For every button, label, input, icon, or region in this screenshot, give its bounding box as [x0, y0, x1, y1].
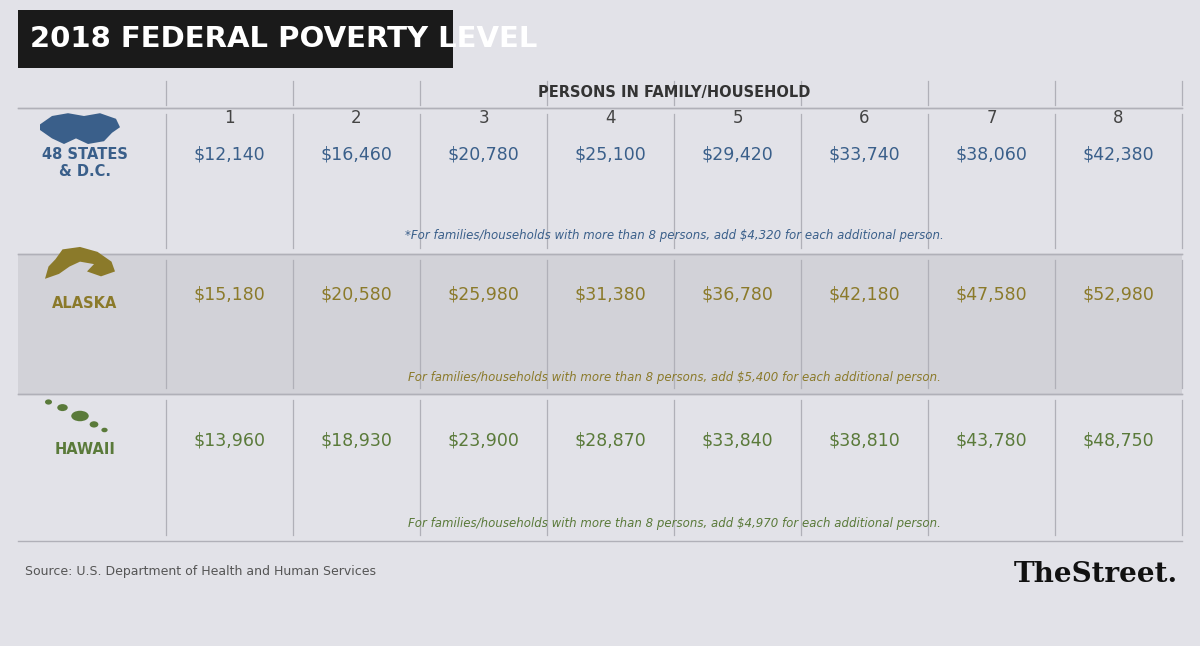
Text: $48,750: $48,750 [1082, 432, 1154, 450]
Text: 48 STATES
& D.C.: 48 STATES & D.C. [42, 147, 128, 179]
Text: $23,900: $23,900 [448, 432, 520, 450]
Ellipse shape [46, 399, 52, 404]
Text: For families/households with more than 8 persons, add $4,970 for each additional: For families/households with more than 8… [408, 517, 941, 530]
Polygon shape [40, 113, 120, 144]
Text: $38,810: $38,810 [829, 432, 900, 450]
Bar [18, 254, 1182, 394]
Bar [18, 108, 1182, 254]
Text: 3: 3 [478, 109, 488, 127]
Text: 2018 FEDERAL POVERTY LEVEL: 2018 FEDERAL POVERTY LEVEL [30, 25, 538, 53]
Bar [18, 10, 454, 68]
Text: PERSONS IN FAMILY/HOUSEHOLD: PERSONS IN FAMILY/HOUSEHOLD [538, 85, 810, 99]
Text: 1: 1 [224, 109, 235, 127]
Text: $18,930: $18,930 [320, 432, 392, 450]
Text: $31,380: $31,380 [575, 285, 647, 303]
Text: $42,380: $42,380 [1082, 145, 1154, 163]
Text: For families/households with more than 8 persons, add $5,400 for each additional: For families/households with more than 8… [408, 371, 941, 384]
Text: TheStreet.: TheStreet. [1014, 561, 1178, 587]
Text: $42,180: $42,180 [829, 285, 900, 303]
Text: 5: 5 [732, 109, 743, 127]
Bar [18, 394, 1182, 541]
Ellipse shape [90, 421, 98, 428]
Text: $13,960: $13,960 [193, 432, 265, 450]
Text: $28,870: $28,870 [575, 432, 647, 450]
Text: $38,060: $38,060 [955, 145, 1027, 163]
Text: *For families/households with more than 8 persons, add $4,320 for each additiona: *For families/households with more than … [404, 229, 943, 242]
Text: $25,980: $25,980 [448, 285, 520, 303]
Text: Source: U.S. Department of Health and Human Services: Source: U.S. Department of Health and Hu… [25, 565, 376, 578]
Text: $12,140: $12,140 [193, 145, 265, 163]
Ellipse shape [101, 428, 108, 432]
Text: HAWAII: HAWAII [54, 443, 115, 457]
Text: ALASKA: ALASKA [53, 297, 118, 311]
Text: $16,460: $16,460 [320, 145, 392, 163]
Text: $25,100: $25,100 [575, 145, 647, 163]
Text: $36,780: $36,780 [702, 285, 774, 303]
Text: $20,780: $20,780 [448, 145, 520, 163]
Text: $33,840: $33,840 [702, 432, 773, 450]
Text: $52,980: $52,980 [1082, 285, 1154, 303]
Text: 7: 7 [986, 109, 997, 127]
Text: 2: 2 [352, 109, 362, 127]
Text: 4: 4 [605, 109, 616, 127]
Text: $33,740: $33,740 [829, 145, 900, 163]
Text: $47,580: $47,580 [955, 285, 1027, 303]
Ellipse shape [71, 411, 89, 421]
Text: 8: 8 [1114, 109, 1123, 127]
Text: $15,180: $15,180 [193, 285, 265, 303]
Text: 6: 6 [859, 109, 870, 127]
Text: $43,780: $43,780 [955, 432, 1027, 450]
Text: $20,580: $20,580 [320, 285, 392, 303]
Polygon shape [46, 247, 115, 279]
Text: $29,420: $29,420 [702, 145, 773, 163]
Bar [18, 78, 1182, 108]
Ellipse shape [58, 404, 67, 411]
